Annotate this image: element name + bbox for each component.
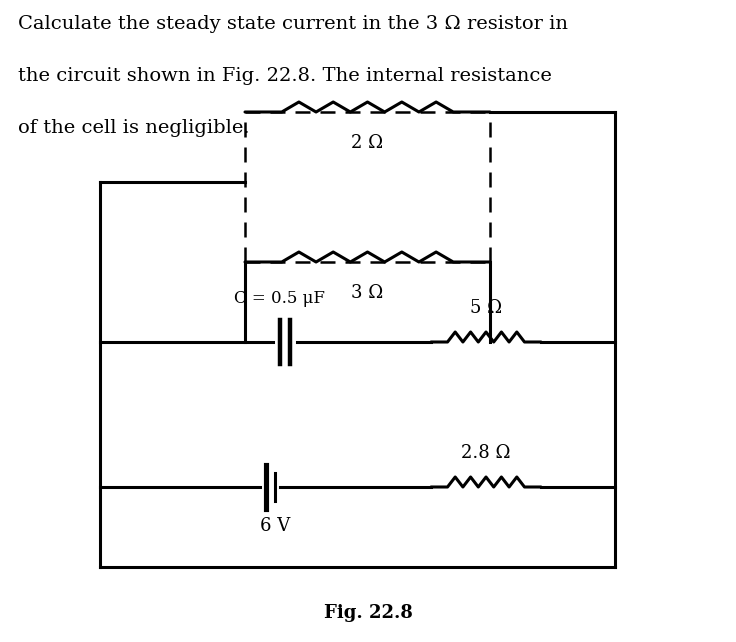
Text: Fig. 22.8: Fig. 22.8 <box>324 604 412 622</box>
Text: 3 Ω: 3 Ω <box>351 284 383 302</box>
Text: 6 V: 6 V <box>260 517 290 535</box>
Text: the circuit shown in Fig. 22.8. The internal resistance: the circuit shown in Fig. 22.8. The inte… <box>18 67 552 85</box>
Text: of the cell is negligible.: of the cell is negligible. <box>18 119 250 137</box>
Text: 2 Ω: 2 Ω <box>351 134 383 152</box>
Text: Calculate the steady state current in the 3 Ω resistor in: Calculate the steady state current in th… <box>18 15 568 33</box>
Text: 2.8 Ω: 2.8 Ω <box>461 444 511 462</box>
Text: 5 Ω: 5 Ω <box>470 299 502 317</box>
Text: C = 0.5 μF: C = 0.5 μF <box>235 290 325 307</box>
